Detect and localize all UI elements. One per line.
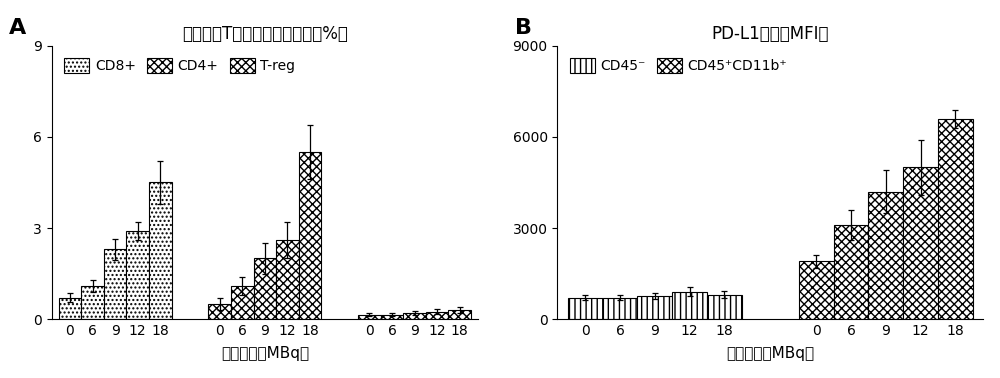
Title: PD-L1表达（MFI）: PD-L1表达（MFI） — [712, 25, 829, 43]
Bar — [81, 286, 104, 319]
Bar — [426, 311, 448, 319]
Bar — [568, 298, 603, 319]
Bar — [868, 192, 903, 319]
Bar — [903, 167, 938, 319]
Bar — [59, 298, 81, 319]
Bar — [149, 183, 172, 319]
Bar — [208, 304, 231, 319]
Bar — [254, 259, 276, 319]
X-axis label: 给药剂量（MBq）: 给药剂量（MBq） — [221, 346, 309, 361]
Text: B: B — [515, 19, 532, 39]
Bar — [637, 296, 672, 319]
Bar — [672, 292, 707, 319]
Bar — [448, 310, 471, 319]
Title: 肿瘤组织T淋巴细胞浸润比例（%）: 肿瘤组织T淋巴细胞浸润比例（%） — [182, 25, 348, 43]
Bar — [834, 225, 868, 319]
Bar — [299, 152, 321, 319]
Bar — [938, 119, 973, 319]
Bar — [104, 249, 126, 319]
Bar — [403, 313, 426, 319]
Legend: CD8+, CD4+, T-reg: CD8+, CD4+, T-reg — [59, 53, 301, 79]
Bar — [707, 295, 742, 319]
Bar — [381, 314, 403, 319]
Bar — [603, 298, 637, 319]
Legend: CD45⁻, CD45⁺CD11b⁺: CD45⁻, CD45⁺CD11b⁺ — [564, 53, 793, 79]
Bar — [358, 314, 381, 319]
Bar — [231, 286, 254, 319]
Bar — [126, 231, 149, 319]
Bar — [276, 240, 299, 319]
Text: A: A — [9, 19, 27, 39]
X-axis label: 给药剂量（MBq）: 给药剂量（MBq） — [726, 346, 814, 361]
Bar — [799, 262, 834, 319]
